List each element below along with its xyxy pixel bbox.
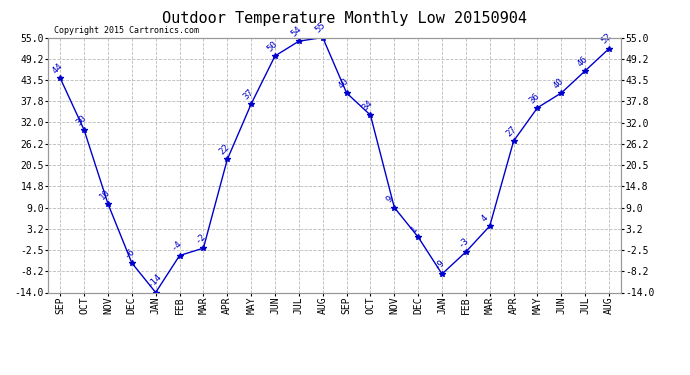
Text: 44: 44 <box>50 62 64 75</box>
Text: -3: -3 <box>456 235 470 249</box>
Text: 36: 36 <box>528 91 542 105</box>
Text: 55: 55 <box>313 21 327 35</box>
Text: 9: 9 <box>384 195 395 205</box>
Text: 27: 27 <box>504 124 518 138</box>
Text: 54: 54 <box>289 24 303 38</box>
Text: 1: 1 <box>408 224 419 234</box>
Text: Copyright 2015 Cartronics.com: Copyright 2015 Cartronics.com <box>54 26 199 35</box>
Text: -9: -9 <box>433 257 446 271</box>
Text: 22: 22 <box>217 143 232 157</box>
Text: -14: -14 <box>146 272 164 290</box>
Text: 4: 4 <box>480 213 490 223</box>
Text: 10: 10 <box>98 187 112 201</box>
Text: -4: -4 <box>170 239 184 253</box>
Text: 52: 52 <box>600 32 613 46</box>
Text: Temperature (°F): Temperature (°F) <box>634 16 690 27</box>
Text: 40: 40 <box>337 76 351 90</box>
Text: Outdoor Temperature Monthly Low 20150904: Outdoor Temperature Monthly Low 20150904 <box>163 11 527 26</box>
Text: -2: -2 <box>194 231 208 245</box>
Text: 46: 46 <box>575 54 589 68</box>
Text: 30: 30 <box>75 113 88 127</box>
Text: 37: 37 <box>241 87 255 101</box>
Text: 40: 40 <box>551 76 566 90</box>
Text: -6: -6 <box>122 246 136 260</box>
Text: 50: 50 <box>265 39 279 53</box>
Text: 34: 34 <box>361 98 375 112</box>
